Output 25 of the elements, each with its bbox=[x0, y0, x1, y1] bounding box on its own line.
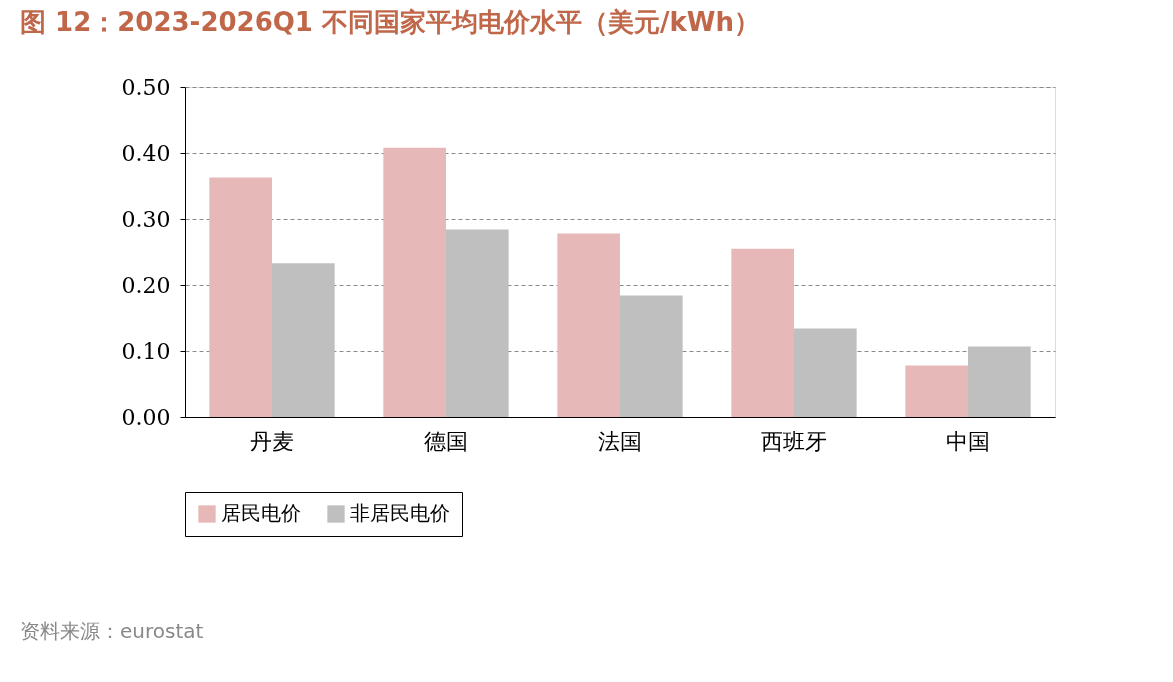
chart-title: 图 12：2023-2026Q1 不同国家平均电价水平（美元/kWh） bbox=[20, 7, 760, 37]
bar bbox=[446, 229, 509, 417]
legend-label: 非居民电价 bbox=[350, 501, 450, 525]
x-tick-label: 西班牙 bbox=[761, 428, 827, 454]
bar bbox=[794, 328, 857, 417]
x-tick-label: 法国 bbox=[598, 428, 642, 454]
y-tick-label: 0.40 bbox=[121, 140, 171, 166]
bar bbox=[209, 177, 272, 417]
bar bbox=[272, 263, 335, 417]
y-tick-label: 0.30 bbox=[121, 206, 171, 232]
bar bbox=[731, 248, 794, 417]
bar bbox=[968, 346, 1031, 417]
bar bbox=[905, 365, 968, 417]
x-tick-label: 丹麦 bbox=[250, 428, 294, 454]
legend-label: 居民电价 bbox=[221, 501, 301, 525]
x-tick-label: 中国 bbox=[946, 428, 990, 454]
bar bbox=[620, 295, 683, 417]
y-tick-label: 0.50 bbox=[121, 74, 171, 100]
y-tick-label: 0.20 bbox=[121, 272, 171, 298]
x-tick-label: 德国 bbox=[424, 428, 468, 454]
text: 资料来源：eurostat bbox=[20, 619, 204, 643]
y-tick-label: 0.10 bbox=[121, 338, 171, 364]
bar bbox=[557, 233, 620, 417]
y-tick-label: 0.00 bbox=[121, 404, 171, 430]
bar bbox=[383, 147, 446, 417]
